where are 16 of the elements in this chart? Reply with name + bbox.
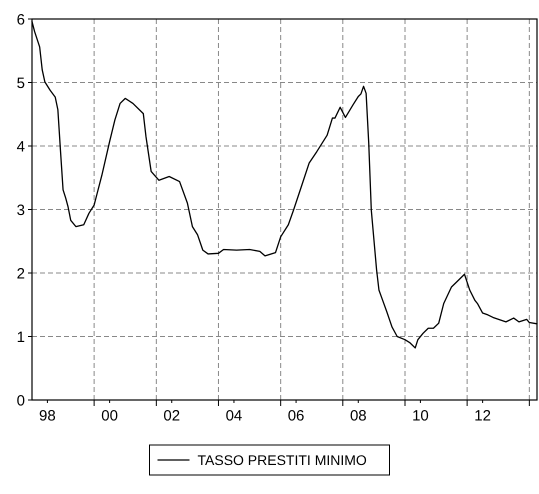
- x-tick-label: 08: [350, 407, 367, 424]
- y-tick-label: 1: [16, 328, 25, 346]
- x-tick-label: 02: [163, 407, 180, 424]
- x-tick-label: 00: [101, 407, 118, 424]
- y-tick-label: 3: [16, 202, 25, 219]
- x-tick-label: 06: [288, 407, 304, 424]
- y-tick-label: 6: [16, 11, 25, 28]
- x-tick-label: 98: [39, 407, 56, 424]
- y-tick-label: 4: [16, 138, 25, 156]
- x-tick-label: 10: [412, 407, 429, 424]
- x-tick-label: 12: [474, 407, 491, 424]
- x-tick-label: 04: [226, 407, 242, 424]
- y-tick-label: 0: [16, 392, 25, 410]
- y-tick-label: 5: [16, 74, 25, 92]
- legend-label: TASSO PRESTITI MINIMO: [198, 452, 367, 468]
- y-tick-label: 2: [16, 265, 25, 282]
